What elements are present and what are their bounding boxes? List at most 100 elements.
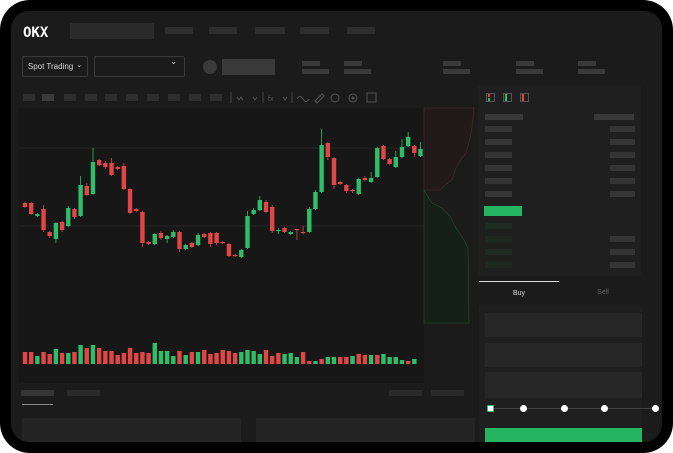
- candle-body: [134, 209, 139, 211]
- timeframe-button[interactable]: [189, 94, 201, 101]
- candle-body: [158, 233, 164, 238]
- fullscreen-icon: [366, 92, 377, 103]
- volume-bar: [344, 357, 349, 364]
- orderbook-view-both-icon[interactable]: [486, 93, 495, 102]
- app-screen: OKX Spot Trading ⌄ ⌄ fx: [11, 11, 662, 442]
- candle-body: [257, 200, 263, 210]
- filter-button[interactable]: [431, 390, 464, 396]
- amount-input[interactable]: [485, 343, 642, 367]
- chart-area[interactable]: [19, 108, 424, 383]
- volume-bar: [195, 352, 201, 364]
- volume-bar: [115, 355, 120, 364]
- candle-body: [59, 222, 65, 230]
- candle-body: [53, 223, 59, 239]
- okx-logo[interactable]: OKX: [23, 24, 63, 40]
- volume-bar: [53, 349, 59, 364]
- slider-stop[interactable]: [561, 405, 568, 412]
- candle-body: [146, 242, 151, 244]
- volume-bar: [337, 357, 343, 364]
- volume-bar: [152, 343, 157, 364]
- ask-amount: [610, 165, 635, 171]
- candle-body: [183, 245, 188, 249]
- candle-body: [109, 163, 114, 175]
- slider-stop[interactable]: [520, 405, 527, 412]
- candle-body: [399, 147, 405, 157]
- pair-name: [222, 59, 275, 75]
- candle-body: [232, 255, 238, 257]
- candle-body: [331, 158, 337, 185]
- timeframe-button[interactable]: [42, 94, 54, 101]
- candle-body: [319, 145, 324, 192]
- candlestick-chart[interactable]: [11, 11, 662, 442]
- search-bar[interactable]: [70, 23, 154, 39]
- price-input[interactable]: [485, 313, 642, 337]
- timeframe-button[interactable]: [147, 94, 159, 101]
- nav-item[interactable]: [209, 27, 237, 34]
- ask-amount: [610, 178, 635, 184]
- slider-stop[interactable]: [652, 405, 659, 412]
- volume-bar: [177, 351, 182, 364]
- timeframe-button[interactable]: [210, 94, 222, 101]
- slider-stop[interactable]: [601, 405, 608, 412]
- depth-chart: [423, 107, 475, 324]
- volume-bar: [220, 350, 225, 364]
- volume-bar: [146, 353, 151, 364]
- timeframe-button[interactable]: [85, 94, 97, 101]
- candle-body: [78, 185, 83, 216]
- candle-body: [164, 236, 170, 239]
- volume-bar: [158, 351, 164, 364]
- orderbook-view-bids-icon[interactable]: [503, 93, 512, 102]
- timeframe-button[interactable]: [105, 94, 117, 101]
- candle-body: [313, 192, 318, 209]
- tab-order-history[interactable]: [67, 390, 100, 396]
- coin-icon: [203, 60, 217, 74]
- volume-bar: [325, 357, 331, 364]
- tab-open-orders[interactable]: [21, 390, 54, 396]
- timeframe-button[interactable]: [64, 94, 76, 101]
- spot-trading-dropdown[interactable]: Spot Trading ⌄: [22, 56, 88, 77]
- ask-price: [485, 126, 512, 132]
- timeframe-button[interactable]: [23, 94, 35, 101]
- filter-button[interactable]: [389, 390, 422, 396]
- nav-item[interactable]: [300, 27, 329, 34]
- tab-buy[interactable]: Buy: [479, 281, 559, 305]
- nav-item[interactable]: [255, 27, 285, 34]
- slider-stop[interactable]: [487, 405, 494, 412]
- volume-bar: [202, 350, 207, 364]
- nav-item[interactable]: [165, 27, 193, 34]
- volume-bar: [140, 352, 145, 364]
- bid-price: [485, 223, 512, 229]
- nav-item[interactable]: [347, 27, 375, 34]
- ask-price: [485, 139, 512, 145]
- volume-bar: [239, 352, 244, 364]
- candle-body: [103, 163, 108, 167]
- timeframe-button[interactable]: [168, 94, 180, 101]
- candle-body: [368, 178, 374, 182]
- candle-body: [387, 159, 392, 164]
- candle-body: [115, 167, 120, 169]
- candle-body: [90, 162, 96, 194]
- amount-slider-track[interactable]: [491, 408, 656, 409]
- buy-button[interactable]: [485, 428, 642, 442]
- volume-bar: [96, 348, 102, 364]
- orderbook-view-asks-icon[interactable]: [520, 93, 529, 102]
- candle-body: [350, 190, 355, 192]
- stat-label: [302, 61, 320, 66]
- stat-label: [578, 61, 596, 66]
- candle-body: [294, 229, 300, 231]
- volume-bar: [47, 354, 52, 364]
- volume-bar: [257, 354, 263, 364]
- candle-body: [381, 146, 386, 159]
- candle-body: [325, 143, 331, 157]
- tab-sell[interactable]: Sell: [563, 281, 643, 305]
- ruler-icon: [314, 93, 325, 104]
- pair-dropdown[interactable]: ⌄: [94, 56, 185, 77]
- orderbook-header-price: [485, 114, 523, 120]
- stat-value: [302, 69, 329, 74]
- bid-amount: [610, 262, 635, 268]
- candle-body: [300, 232, 306, 234]
- candle-body: [96, 160, 102, 165]
- chevron-down-icon: [252, 96, 258, 101]
- timeframe-button[interactable]: [126, 94, 138, 101]
- total-input[interactable]: [485, 372, 642, 398]
